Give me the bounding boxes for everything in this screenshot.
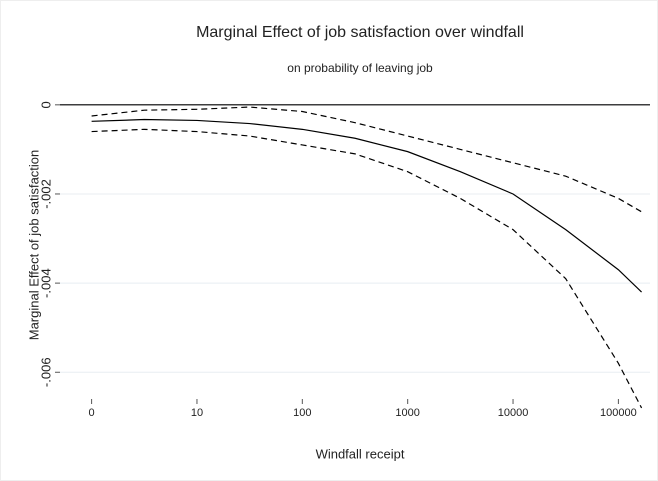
x-tick-label: 100000 bbox=[600, 407, 637, 419]
y-tick-label: -.004 bbox=[38, 268, 53, 298]
x-tick-label: 10000 bbox=[498, 407, 529, 419]
y-tick-label: -.002 bbox=[38, 179, 53, 209]
line-series bbox=[91, 128, 643, 409]
y-tick-label: 0 bbox=[38, 101, 53, 108]
y-axis-label: Marginal Effect of job satisfaction bbox=[26, 150, 41, 341]
x-tick-label: 10 bbox=[191, 407, 203, 419]
x-tick-label: 1000 bbox=[395, 407, 419, 419]
x-tick-label: 100 bbox=[293, 407, 311, 419]
y-tick-label: -.006 bbox=[38, 357, 53, 387]
chart-subtitle: on probability of leaving job bbox=[287, 61, 433, 75]
x-tick-label: 0 bbox=[89, 407, 95, 419]
line-series bbox=[91, 118, 642, 293]
chart-title: Marginal Effect of job satisfaction over… bbox=[196, 24, 524, 41]
x-axis-label: Windfall receipt bbox=[316, 446, 405, 461]
line-series bbox=[91, 106, 642, 213]
